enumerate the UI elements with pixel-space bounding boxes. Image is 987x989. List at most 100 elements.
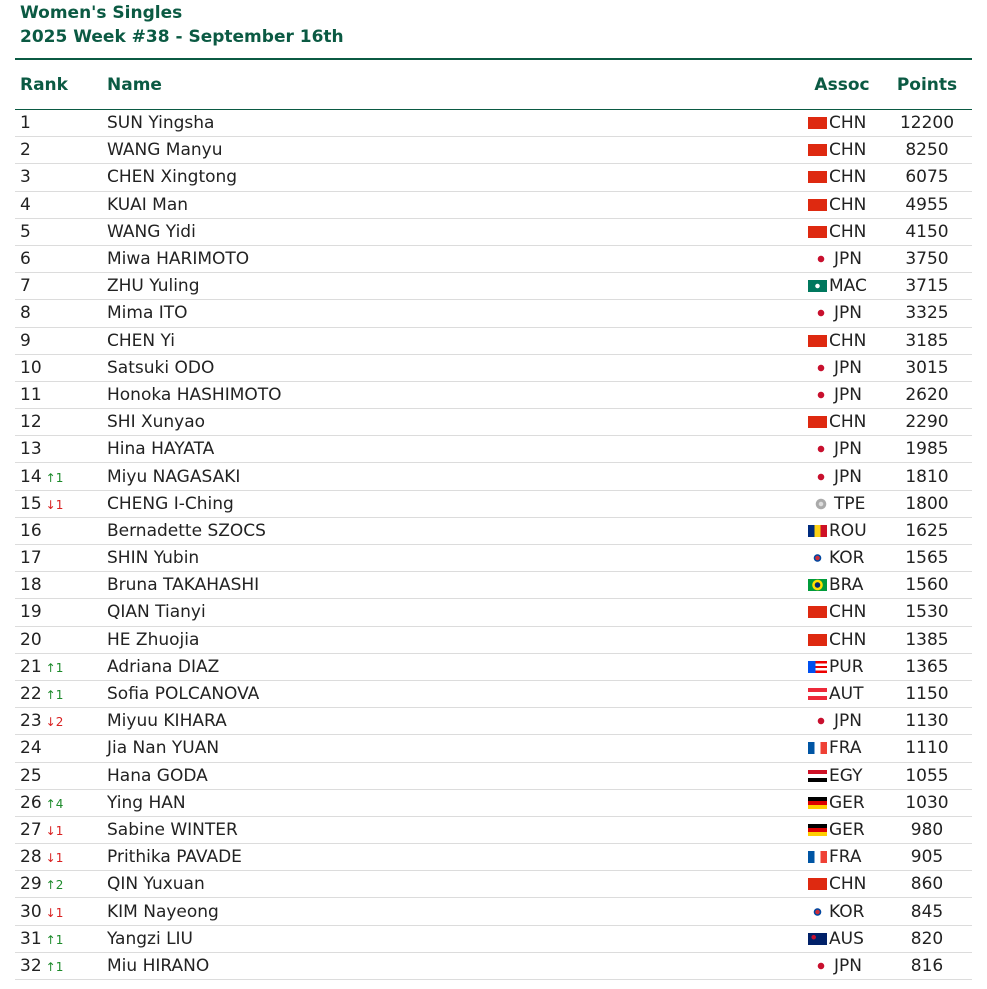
table-row[interactable]: 28 ↓1 Prithika PAVADE FRA 905 [15,844,972,872]
player-name[interactable]: Miyuu KIHARA [107,711,227,732]
table-row[interactable]: 13 Hina HAYATA JPN 1985 [15,436,972,464]
rank-value: 14 [20,466,42,487]
player-name[interactable]: HE Zhuojia [107,629,200,650]
assoc-cell: CHN [802,630,882,650]
player-name[interactable]: QIN Yuxuan [107,874,205,895]
player-name[interactable]: CHENG I-Ching [107,493,234,514]
table-row[interactable]: 17 SHIN Yubin KOR 1565 [15,545,972,573]
assoc-code: BRA [829,575,864,596]
player-name[interactable]: ZHU Yuling [107,276,200,297]
player-name[interactable]: Sabine WINTER [107,819,238,840]
table-row[interactable]: 26 ↑4 Ying HAN GER 1030 [15,790,972,817]
table-row[interactable]: 23 ↓2 Miyuu KIHARA JPN 1130 [15,708,972,736]
flag-jpn-icon [815,253,827,266]
column-header-points[interactable]: Points [896,74,958,95]
table-row[interactable]: 5 WANG Yidi CHN 4150 [15,219,972,246]
assoc-cell: ROU [802,521,882,541]
assoc-cell: CHN [802,602,882,622]
rank-cell: 16 [15,521,107,541]
table-row[interactable]: 21 ↑1 Adriana DIAZ PUR 1365 [15,654,972,681]
rank-value: 15 [20,493,42,514]
rank-cell: 5 [15,222,107,242]
table-row[interactable]: 18 Bruna TAKAHASHI BRA 1560 [15,572,972,600]
player-name[interactable]: KUAI Man [107,194,189,215]
rank-change-up: ↑4 [45,796,64,811]
player-name[interactable]: Bernadette SZOCS [107,520,266,541]
player-name[interactable]: KIM Nayeong [107,901,219,922]
rank-value: 1 [20,113,31,134]
column-header-rank[interactable]: Rank [20,74,68,95]
assoc-code: KOR [829,548,865,569]
table-row[interactable]: 2 WANG Manyu CHN 8250 [15,137,972,165]
table-row[interactable]: 27 ↓1 Sabine WINTER GER 980 [15,817,972,845]
column-header-name[interactable]: Name [107,74,162,95]
assoc-cell: JPN [802,711,882,731]
player-name[interactable]: Miwa HARIMOTO [107,249,250,270]
player-name[interactable]: CHEN Yi [107,330,176,351]
points-value: 1985 [905,439,949,460]
player-name[interactable]: Honoka HASHIMOTO [107,384,282,405]
table-body: 1 SUN Yingsha CHN 12200 2 WANG Manyu CHN 8250 3 C… [15,110,972,980]
rank-value: 26 [20,792,42,813]
player-name[interactable]: Bruna TAKAHASHI [107,575,260,596]
table-row[interactable]: 24 Jia Nan YUAN FRA 1110 [15,735,972,763]
player-name[interactable]: Ying HAN [107,792,186,813]
rank-cell: 22 ↑1 [15,684,107,704]
table-row[interactable]: 29 ↑2 QIN Yuxuan CHN 860 [15,871,972,899]
assoc-code: CHN [829,602,867,623]
player-name[interactable]: Hana GODA [107,765,208,786]
assoc-code: MAC [829,276,867,297]
table-row[interactable]: 11 Honoka HASHIMOTO JPN 2620 [15,382,972,410]
table-row[interactable]: 25 Hana GODA EGY 1055 [15,763,972,790]
player-name[interactable]: SUN Yingsha [107,113,215,134]
table-row[interactable]: 10 Satsuki ODO JPN 3015 [15,355,972,382]
column-header-assoc[interactable]: Assoc [814,74,870,95]
rank-change-down: ↓1 [45,905,64,920]
table-row[interactable]: 16 Bernadette SZOCS ROU 1625 [15,518,972,545]
player-name[interactable]: WANG Manyu [107,140,223,161]
table-row[interactable]: 9 CHEN Yi CHN 3185 [15,328,972,355]
flag-fra-icon [808,742,827,755]
rank-value: 10 [20,357,42,378]
assoc-cell: AUT [802,684,882,704]
table-row[interactable]: 30 ↓1 KIM Nayeong KOR 845 [15,898,972,926]
table-row[interactable]: 15 ↓1 CHENG I-Ching TPE 1800 [15,491,972,518]
player-name[interactable]: SHI Xunyao [107,412,206,433]
player-name[interactable]: Yangzi LIU [107,928,194,949]
player-name[interactable]: Mima ITO [107,303,188,324]
table-row[interactable]: 3 CHEN Xingtong CHN 6075 [15,164,972,192]
player-name[interactable]: Sofia POLCANOVA [107,684,260,705]
assoc-cell: JPN [802,439,882,459]
points-value: 845 [910,901,944,922]
table-row[interactable]: 22 ↑1 Sofia POLCANOVA AUT 1150 [15,681,972,709]
assoc-code: CHN [829,167,867,188]
table-row[interactable]: 8 Mima ITO JPN 3325 [15,300,972,328]
table-row[interactable]: 32 ↑1 Miu HIRANO JPN 816 [15,953,972,980]
divider [15,58,972,60]
player-name[interactable]: Hina HAYATA [107,439,215,460]
table-row[interactable]: 1 SUN Yingsha CHN 12200 [15,110,972,138]
table-row[interactable]: 14 ↑1 Miyu NAGASAKI JPN 1810 [15,463,972,491]
table-row[interactable]: 4 KUAI Man CHN 4955 [15,192,972,219]
player-name[interactable]: Jia Nan YUAN [107,738,220,759]
rank-cell: 30 ↓1 [15,902,107,922]
assoc-code: KOR [829,901,865,922]
points-value: 1030 [905,792,949,813]
table-row[interactable]: 31 ↑1 Yangzi LIU AUS 820 [15,926,972,953]
player-name[interactable]: SHIN Yubin [107,548,200,569]
table-row[interactable]: 6 Miwa HARIMOTO JPN 3750 [15,246,972,274]
table-row[interactable]: 20 HE Zhuojia CHN 1385 [15,627,972,654]
table-row[interactable]: 12 SHI Xunyao CHN 2290 [15,409,972,437]
table-row[interactable]: 7 ZHU Yuling MAC 3715 [15,273,972,301]
flag-aus-icon [808,932,827,945]
player-name[interactable]: Prithika PAVADE [107,847,242,868]
player-name[interactable]: Satsuki ODO [107,357,215,378]
player-name[interactable]: QIAN Tianyi [107,602,206,623]
table-row[interactable]: 19 QIAN Tianyi CHN 1530 [15,599,972,627]
player-name[interactable]: Miu HIRANO [107,955,210,976]
flag-rou-icon [808,524,827,537]
player-name[interactable]: Miyu NAGASAKI [107,466,241,487]
player-name[interactable]: Adriana DIAZ [107,656,220,677]
player-name[interactable]: WANG Yidi [107,221,196,242]
player-name[interactable]: CHEN Xingtong [107,167,238,188]
